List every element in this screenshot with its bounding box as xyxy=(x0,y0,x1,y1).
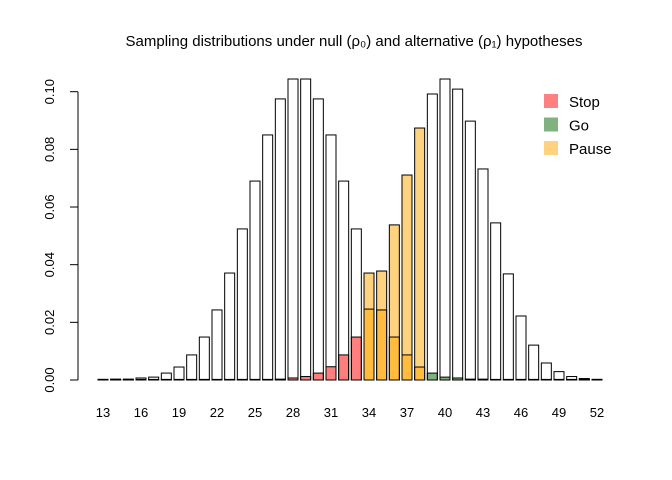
bar-null-35 xyxy=(376,309,388,381)
bar-null-36 xyxy=(388,336,400,381)
legend-swatch-stop xyxy=(544,94,558,108)
bar-alternative-22 xyxy=(211,378,223,381)
bar-alternative-20 xyxy=(186,378,198,381)
bar-null-50 xyxy=(566,378,578,381)
bar-null-23 xyxy=(224,272,236,381)
bar-alternative-17 xyxy=(148,378,160,381)
legend-label-go: Go xyxy=(569,118,589,135)
y-tick-label: 0.00 xyxy=(42,367,57,392)
bar-null-45 xyxy=(502,378,514,381)
bar-alternative-31 xyxy=(325,366,337,381)
legend-swatch-go xyxy=(544,117,558,132)
bar-null-44 xyxy=(490,378,502,381)
bar-null-25 xyxy=(249,180,261,381)
bar-alternative-27 xyxy=(274,378,286,381)
bar-null-43 xyxy=(477,378,489,381)
bar-alternative-48 xyxy=(540,362,552,381)
bar-null-46 xyxy=(515,378,527,381)
bar-null-39 xyxy=(426,372,438,381)
x-tick-label: 19 xyxy=(172,405,186,420)
bar-alternative-24 xyxy=(236,378,248,381)
bar-null-21 xyxy=(198,336,210,381)
bar-alternative-34 xyxy=(363,308,375,381)
y-tick-label: 0.08 xyxy=(42,137,57,162)
legend-label-pause: Pause xyxy=(569,141,612,158)
bar-null-19 xyxy=(173,366,185,381)
bar-alternative-43 xyxy=(477,168,489,381)
bar-null-29 xyxy=(300,78,312,381)
y-tick-label: 0.04 xyxy=(42,252,57,277)
y-tick-label: 0.02 xyxy=(42,310,57,335)
bar-null-42 xyxy=(464,378,476,381)
bar-alternative-42 xyxy=(464,120,476,381)
bar-alternative-30 xyxy=(312,372,324,381)
bar-alternative-40 xyxy=(439,78,451,381)
bar-alternative-13 xyxy=(97,378,109,381)
bar-null-24 xyxy=(236,228,248,381)
bar-alternative-29 xyxy=(300,376,312,381)
bar-null-41 xyxy=(452,377,464,381)
y-axis: 0.00 0.02 0.04 0.06 0.08 0.10 xyxy=(42,79,79,393)
x-tick-label: 25 xyxy=(248,405,262,420)
bar-null-26 xyxy=(262,134,274,381)
bar-null-31 xyxy=(325,134,337,381)
bar-null-32 xyxy=(338,180,350,381)
bar-null-37 xyxy=(401,354,413,381)
bar-alternative-47 xyxy=(528,344,540,381)
bar-alternative-44 xyxy=(490,222,502,381)
y-tick-label: 0.10 xyxy=(42,79,57,104)
x-tick-label: 37 xyxy=(400,405,414,420)
bar-alternative-32 xyxy=(338,354,350,381)
legend-label-stop: Stop xyxy=(569,94,600,111)
bar-alternative-38 xyxy=(414,127,426,381)
x-tick-label: 31 xyxy=(324,405,338,420)
bar-alternative-28 xyxy=(287,377,299,381)
legend-swatch-pause xyxy=(544,141,558,155)
x-tick-label: 13 xyxy=(96,405,110,420)
bar-alternative-33 xyxy=(350,336,362,381)
legend: Stop Go Pause xyxy=(544,94,612,158)
bar-alternative-26 xyxy=(262,378,274,381)
bar-alternative-49 xyxy=(553,371,565,381)
bar-alternative-16 xyxy=(135,378,147,381)
bar-alternative-37 xyxy=(401,174,413,381)
x-tick-label: 28 xyxy=(286,405,300,420)
bar-null-51 xyxy=(578,378,590,381)
bar-alternative-23 xyxy=(224,378,236,381)
x-tick-label: 22 xyxy=(210,405,224,420)
x-tick-label: 46 xyxy=(514,405,528,420)
x-tick-label: 49 xyxy=(552,405,566,420)
bars xyxy=(97,78,603,381)
bar-alternative-46 xyxy=(515,315,527,381)
bar-alternative-15 xyxy=(122,378,134,381)
bar-alternative-18 xyxy=(160,378,172,381)
bar-null-30 xyxy=(312,98,324,381)
chart-title: Sampling distributions under null (ρ₀) a… xyxy=(126,33,583,50)
x-tick-label: 43 xyxy=(476,405,490,420)
x-tick-label: 40 xyxy=(438,405,452,420)
bar-null-27 xyxy=(274,98,286,381)
bar-null-22 xyxy=(211,309,223,381)
x-axis: 13 16 19 22 25 28 31 34 37 40 43 46 49 52 xyxy=(96,405,604,420)
x-tick-label: 16 xyxy=(134,405,148,420)
bar-alternative-14 xyxy=(110,378,122,381)
bar-null-40 xyxy=(439,376,451,381)
bar-alternative-19 xyxy=(173,378,185,381)
bar-null-49 xyxy=(553,378,565,381)
bar-alternative-21 xyxy=(198,378,210,381)
bar-alternative-45 xyxy=(502,273,514,381)
y-tick-label: 0.06 xyxy=(42,194,57,219)
bar-null-20 xyxy=(186,354,198,381)
bar-alternative-39 xyxy=(426,93,438,381)
bar-alternative-25 xyxy=(249,378,261,381)
x-tick-label: 34 xyxy=(362,405,376,420)
bar-null-52 xyxy=(591,378,603,381)
bar-null-28 xyxy=(287,78,299,381)
bar-null-48 xyxy=(540,378,552,381)
bar-null-47 xyxy=(528,378,540,381)
x-tick-label: 52 xyxy=(590,405,604,420)
bar-alternative-41 xyxy=(452,88,464,381)
bar-null-38 xyxy=(414,366,426,381)
